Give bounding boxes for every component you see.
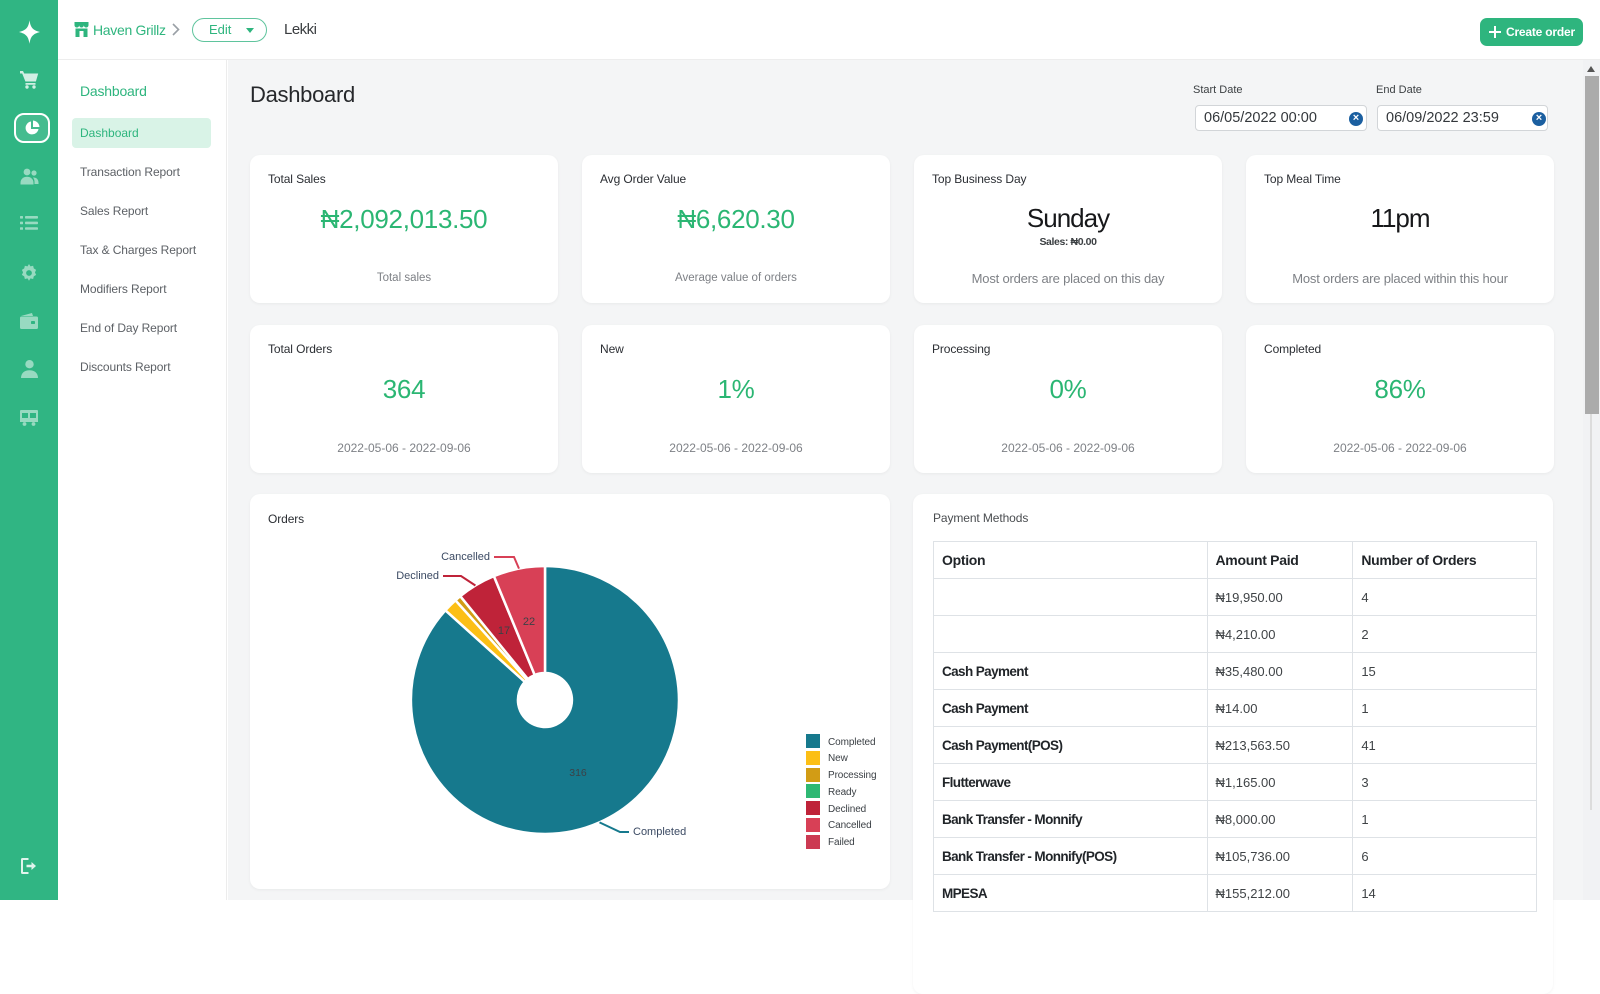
svg-text:Declined: Declined (396, 570, 439, 582)
svg-text:316: 316 (569, 767, 587, 779)
svg-text:Completed: Completed (633, 826, 686, 838)
svg-text:17: 17 (498, 625, 510, 637)
svg-text:22: 22 (523, 616, 535, 628)
svg-text:Cancelled: Cancelled (441, 551, 490, 563)
